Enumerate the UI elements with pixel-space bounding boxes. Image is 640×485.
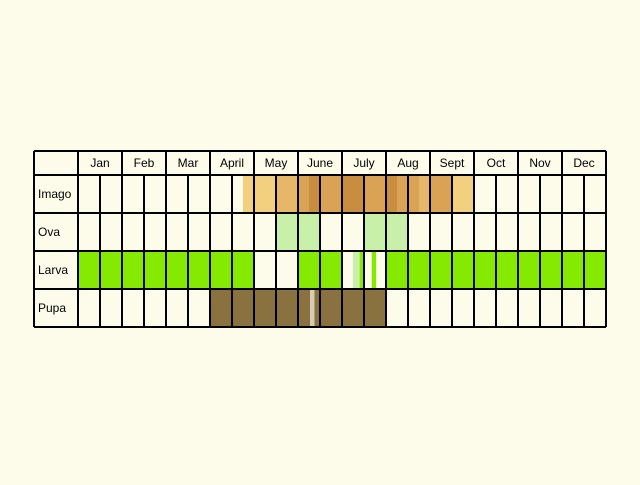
- larva-period-segment: [276, 251, 298, 289]
- stage-label: Larva: [38, 263, 68, 277]
- imago-period-segment: [298, 175, 309, 213]
- month-label: April: [220, 156, 244, 170]
- larva-period-segment: [353, 251, 360, 289]
- imago-period-segment: [386, 175, 397, 213]
- month-label: Jan: [90, 156, 109, 170]
- month-label: June: [307, 156, 333, 170]
- imago-period-segment: [452, 175, 474, 213]
- larva-period-segment: [254, 251, 276, 289]
- imago-period-segment: [276, 175, 298, 213]
- stage-label: Imago: [38, 187, 72, 201]
- month-label: July: [353, 156, 374, 170]
- stage-label: Ova: [38, 225, 60, 239]
- imago-period-segment: [419, 175, 430, 213]
- imago-period-segment: [309, 175, 320, 213]
- pupa-period-segment: [310, 289, 315, 327]
- larva-period-segment: [359, 251, 364, 289]
- imago-period-segment: [243, 175, 276, 213]
- imago-period-segment: [320, 175, 342, 213]
- month-label: Aug: [397, 156, 418, 170]
- imago-period-segment: [430, 175, 452, 213]
- stage-label: Pupa: [38, 301, 66, 315]
- month-label: Sept: [440, 156, 465, 170]
- month-label: Mar: [178, 156, 199, 170]
- month-label: Feb: [134, 156, 155, 170]
- month-label: Dec: [573, 156, 594, 170]
- pupa-period-segment: [210, 289, 311, 327]
- month-label: Oct: [487, 156, 506, 170]
- imago-period-segment: [342, 175, 364, 213]
- larva-period-segment: [371, 251, 377, 289]
- month-label: May: [265, 156, 288, 170]
- imago-period-segment: [364, 175, 386, 213]
- pupa-period-segment: [314, 289, 386, 327]
- month-label: Nov: [529, 156, 550, 170]
